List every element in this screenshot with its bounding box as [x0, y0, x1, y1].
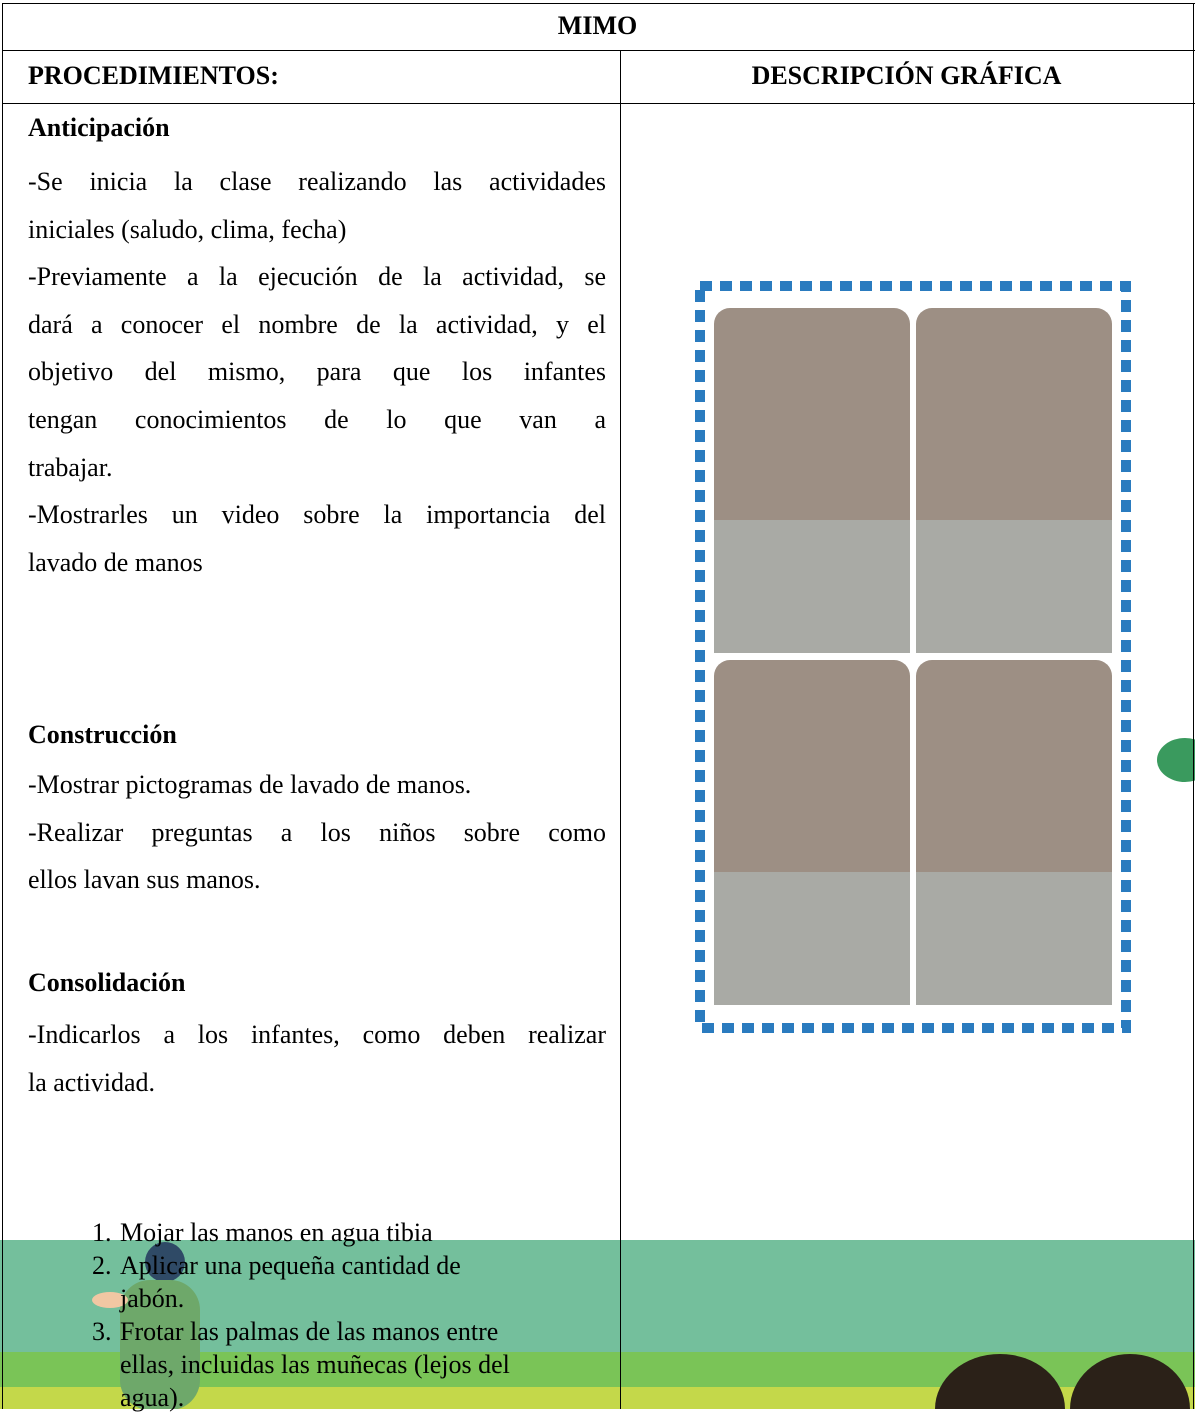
paragraph-line: tengan conocimientos de lo que van a: [28, 405, 606, 434]
section-heading: Construcción: [28, 720, 177, 749]
paragraph-line: -Se inicia la clase realizando las activ…: [28, 167, 606, 196]
paragraph-line: -Realizar preguntas a los niños sobre co…: [28, 817, 606, 847]
border: [2, 3, 3, 1409]
paragraph-line: trabajar.: [28, 452, 113, 482]
section-heading: Anticipación: [28, 113, 170, 142]
list-text: Mojar las manos en agua tibia: [120, 1218, 433, 1247]
list-number: 2.: [92, 1251, 112, 1280]
table-title: MIMO: [557, 11, 638, 40]
list-text: Aplicar una pequeña cantidad de: [120, 1251, 461, 1280]
paragraph-line: -Mostrarles un video sobre la importanci…: [28, 500, 606, 530]
list-text: ellas, incluidas las muñecas (lejos del: [120, 1350, 510, 1379]
border: [620, 50, 621, 1409]
list-text: agua).: [120, 1383, 185, 1412]
paragraph-line: iniciales (saludo, clima, fecha): [28, 214, 347, 244]
border: [2, 50, 1195, 51]
border: [1193, 3, 1194, 1409]
column-header: DESCRIPCIÓN GRÁFICA: [751, 61, 1062, 90]
list-text: jabón.: [120, 1284, 185, 1313]
paragraph-line: lavado de manos: [28, 547, 203, 577]
paragraph-line: -Mostrar pictogramas de lavado de manos.: [28, 770, 472, 799]
paragraph-line: ellos lavan sus manos.: [28, 865, 261, 895]
photo-collage: [695, 281, 1131, 1033]
paragraph-line: la actividad.: [28, 1067, 156, 1097]
list-number: 3.: [92, 1317, 112, 1346]
border: [2, 3, 1195, 4]
paragraph-line: -Previamente a la ejecución de la activi…: [28, 262, 606, 292]
paragraph-line: -Indicarlos a los infantes, como deben r…: [28, 1020, 606, 1049]
paragraph-line: objetivo del mismo, para que los infante…: [28, 357, 606, 387]
list-number: 1.: [92, 1218, 112, 1247]
section-heading: Consolidación: [28, 968, 186, 997]
border: [2, 103, 1195, 104]
paragraph-line: dará a conocer el nombre de la actividad…: [28, 309, 606, 339]
column-header: PROCEDIMIENTOS:: [28, 61, 279, 90]
list-text: Frotar las palmas de las manos entre: [120, 1317, 499, 1346]
